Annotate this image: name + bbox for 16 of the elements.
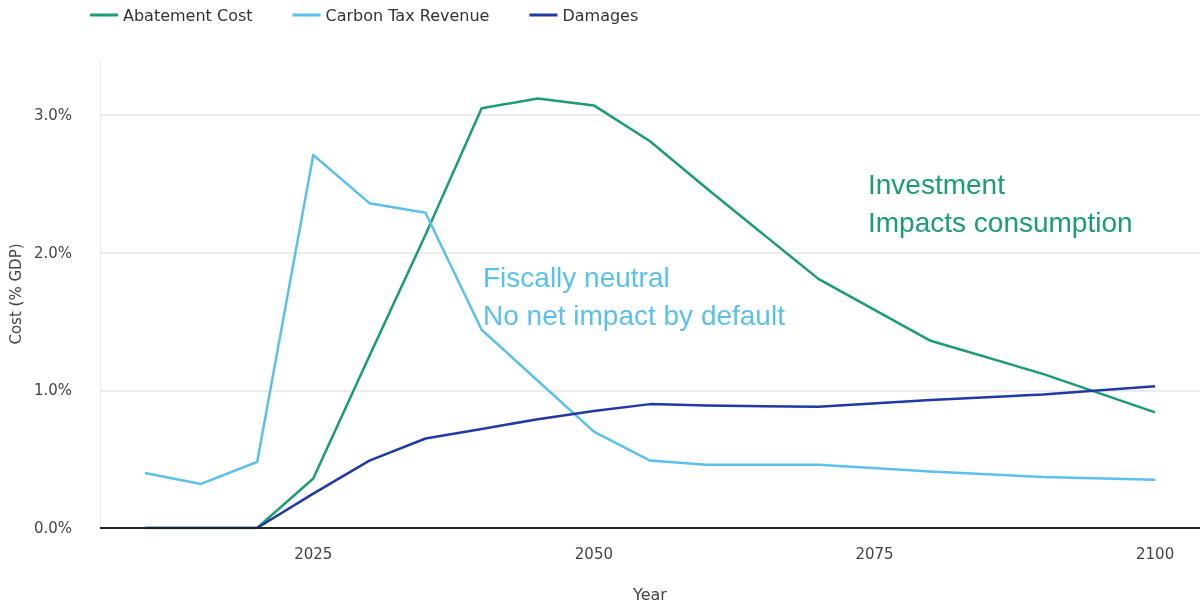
x-axis-title: Year <box>632 584 668 604</box>
x-tick-label: 2050 <box>574 544 613 563</box>
legend-label: Abatement Cost <box>123 5 253 25</box>
annotation: Fiscally neutral No net impact by default <box>483 261 786 331</box>
legend-label: Damages <box>562 5 639 25</box>
line-series <box>143 153 1157 486</box>
y-tick-label: 0.0% <box>33 519 73 537</box>
y-tick-label: 2.0% <box>33 243 73 262</box>
x-tick-label: 2025 <box>294 544 333 563</box>
y-tick-label: 1.0% <box>33 381 73 400</box>
legend-label: Carbon Tax Revenue <box>325 5 490 25</box>
x-tick-label: 2075 <box>855 544 894 563</box>
y-axis-title: Cost (% GDP) <box>6 243 25 345</box>
y-tick-label: 3.0% <box>33 106 73 125</box>
annotation: Investment Impacts consumption <box>868 168 1133 238</box>
x-tick-label: 2100 <box>1136 544 1175 563</box>
